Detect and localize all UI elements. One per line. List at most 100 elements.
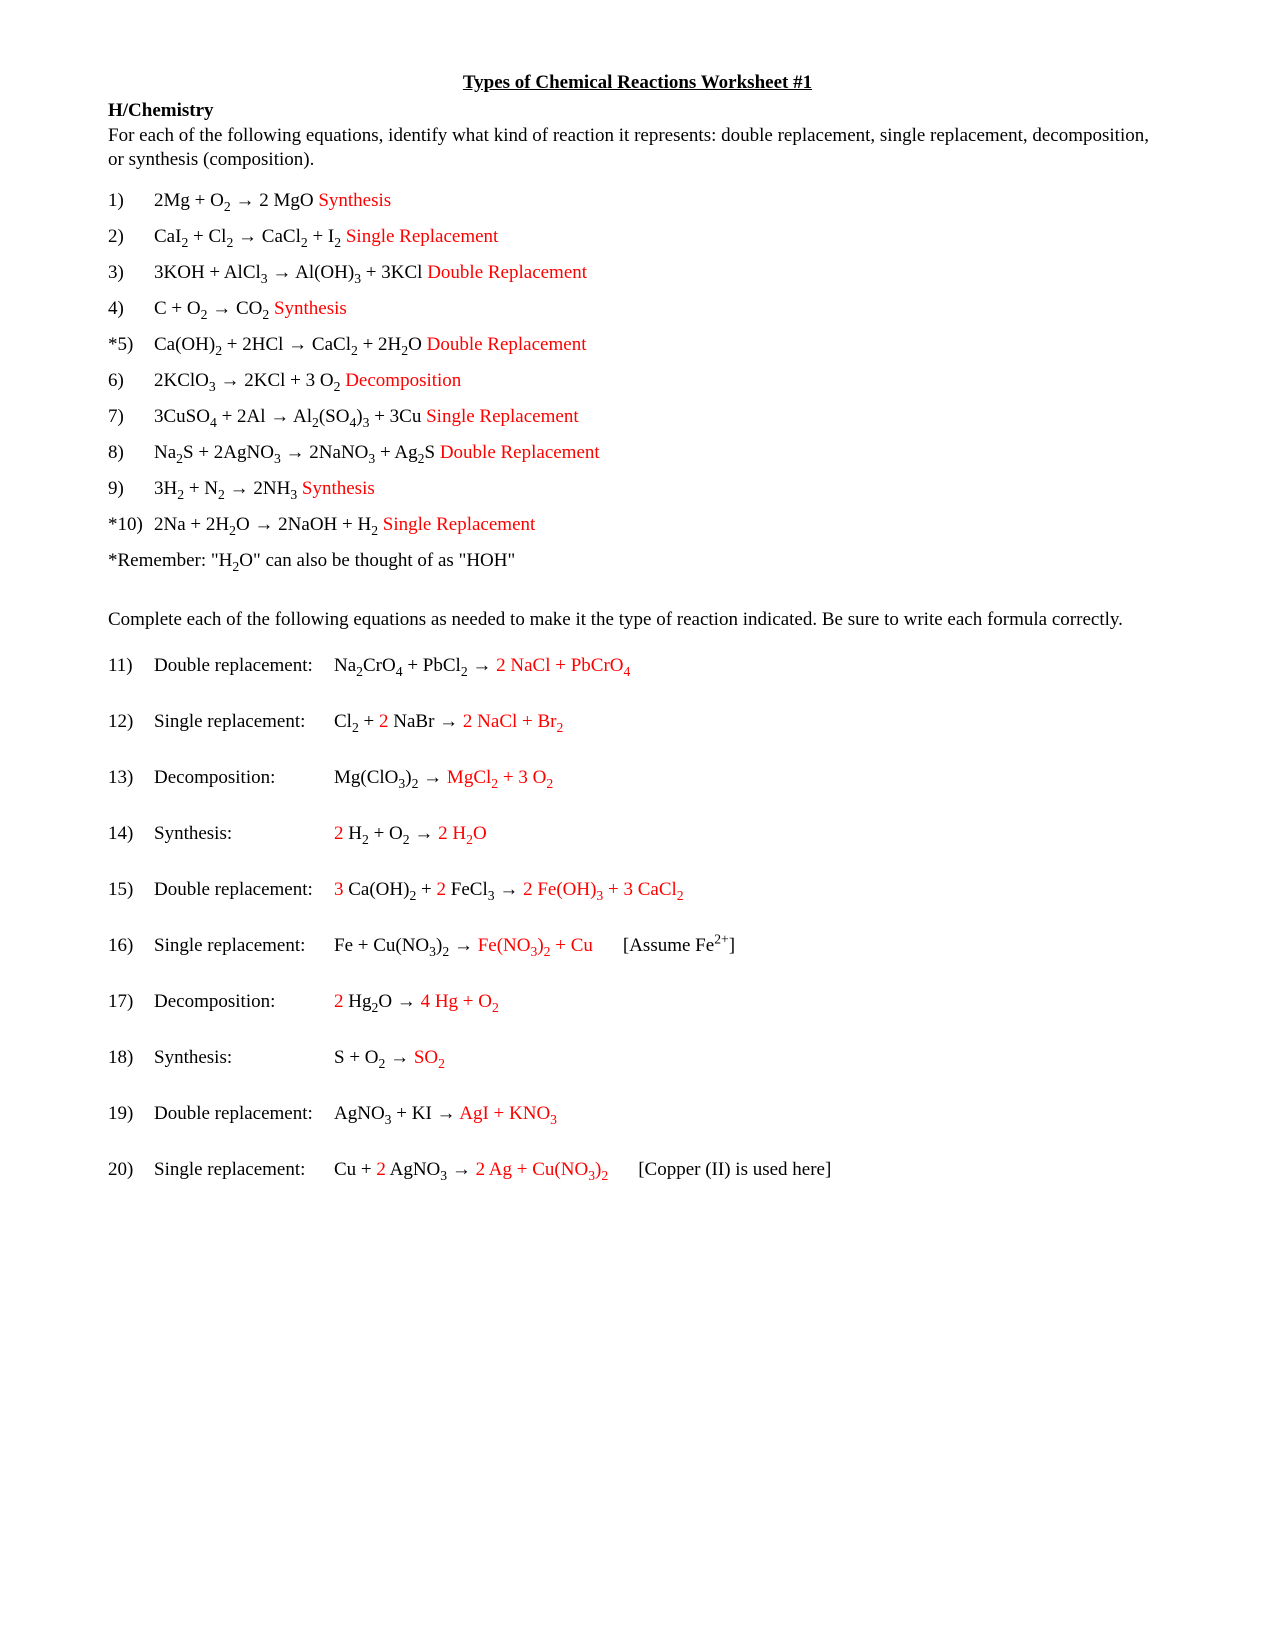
remember-note: *Remember: "H2O" can also be thought of … <box>108 550 1167 572</box>
completion-row: 20)Single replacement:Cu + 2 AgNO3 → 2 A… <box>108 1159 1167 1181</box>
answer-text: 4 Hg + O2 <box>421 991 499 1012</box>
answer-text: Synthesis <box>274 298 347 319</box>
question-row: 8)Na2S + 2AgNO3 → 2NaNO3 + Ag2S Double R… <box>108 442 1167 464</box>
question-row: 1)2Mg + O2 → 2 MgO Synthesis <box>108 190 1167 212</box>
answer-text: Double Replacement <box>427 334 587 355</box>
answer-text: Fe(NO3)2 + Cu <box>478 935 593 956</box>
answer-text: Synthesis <box>318 190 391 211</box>
page-title: Types of Chemical Reactions Worksheet #1 <box>108 72 1167 94</box>
question-equation: 3H2 + N2 → 2NH3 Synthesis <box>154 478 1167 500</box>
question-number: *5) <box>108 334 154 356</box>
question-row: *10)2Na + 2H2O → 2NaOH + H2 Single Repla… <box>108 514 1167 536</box>
completion-number: 18) <box>108 1047 154 1069</box>
answer-text: MgCl2 + 3 O2 <box>447 767 553 788</box>
completion-row: 12)Single replacement:Cl2 + 2 NaBr → 2 N… <box>108 711 1167 733</box>
intro2-text: Complete each of the following equations… <box>108 608 1167 632</box>
question-number: 4) <box>108 298 154 320</box>
reaction-type-label: Synthesis: <box>154 1047 334 1069</box>
answer-text: Single Replacement <box>383 514 535 535</box>
question-row: 7)3CuSO4 + 2Al → Al2(SO4)3 + 3Cu Single … <box>108 406 1167 428</box>
completion-row: 11)Double replacement:Na2CrO4 + PbCl2 → … <box>108 655 1167 677</box>
completion-equation: Fe + Cu(NO3)2 → Fe(NO3)2 + Cu[Assume Fe2… <box>334 935 1167 957</box>
completion-number: 15) <box>108 879 154 901</box>
completion-row: 17)Decomposition:2 Hg2O → 4 Hg + O2 <box>108 991 1167 1013</box>
reaction-type-label: Decomposition: <box>154 767 334 789</box>
completion-equation: 3 Ca(OH)2 + 2 FeCl3 → 2 Fe(OH)3 + 3 CaCl… <box>334 879 1167 901</box>
question-row: 2)CaI2 + Cl2 → CaCl2 + I2 Single Replace… <box>108 226 1167 248</box>
reaction-type-label: Double replacement: <box>154 1103 334 1125</box>
answer-text: 2 NaCl + Br2 <box>463 711 563 732</box>
completion-number: 17) <box>108 991 154 1013</box>
question-number: 7) <box>108 406 154 428</box>
answer-text: Double Replacement <box>440 442 600 463</box>
question-equation: 2Mg + O2 → 2 MgO Synthesis <box>154 190 1167 212</box>
part2-list: 11)Double replacement:Na2CrO4 + PbCl2 → … <box>108 655 1167 1181</box>
reaction-type-label: Single replacement: <box>154 935 334 957</box>
completion-number: 16) <box>108 935 154 957</box>
question-row: 4)C + O2 → CO2 Synthesis <box>108 298 1167 320</box>
answer-text: AgI + KNO3 <box>459 1103 557 1124</box>
question-row: 3)3KOH + AlCl3 → Al(OH)3 + 3KCl Double R… <box>108 262 1167 284</box>
completion-equation: Mg(ClO3)2 → MgCl2 + 3 O2 <box>334 767 1167 789</box>
question-row: 6)2KClO3 → 2KCl + 3 O2 Decomposition <box>108 370 1167 392</box>
completion-row: 15)Double replacement:3 Ca(OH)2 + 2 FeCl… <box>108 879 1167 901</box>
intro-text: For each of the following equations, ide… <box>108 124 1167 172</box>
answer-text: 2 Fe(OH)3 + 3 CaCl2 <box>523 879 684 900</box>
question-row: *5)Ca(OH)2 + 2HCl → CaCl2 + 2H2O Double … <box>108 334 1167 356</box>
reaction-type-label: Single replacement: <box>154 1159 334 1181</box>
answer-text: Single Replacement <box>346 226 498 247</box>
completion-number: 11) <box>108 655 154 677</box>
completion-equation: Cu + 2 AgNO3 → 2 Ag + Cu(NO3)2[Copper (I… <box>334 1159 1167 1181</box>
hint-text: [Assume Fe2+] <box>593 935 735 956</box>
completion-row: 19)Double replacement:AgNO3 + KI → AgI +… <box>108 1103 1167 1125</box>
answer-text: 2 H2O <box>438 823 487 844</box>
reaction-type-label: Double replacement: <box>154 879 334 901</box>
completion-number: 12) <box>108 711 154 733</box>
completion-equation: Cl2 + 2 NaBr → 2 NaCl + Br2 <box>334 711 1167 733</box>
hint-text: [Copper (II) is used here] <box>608 1159 831 1180</box>
completion-number: 14) <box>108 823 154 845</box>
question-number: 8) <box>108 442 154 464</box>
completion-number: 20) <box>108 1159 154 1181</box>
question-number: 3) <box>108 262 154 284</box>
answer-text: Decomposition <box>345 370 461 391</box>
answer-text: Single Replacement <box>426 406 578 427</box>
question-number: 1) <box>108 190 154 212</box>
question-equation: 2Na + 2H2O → 2NaOH + H2 Single Replaceme… <box>154 514 1167 536</box>
question-equation: 2KClO3 → 2KCl + 3 O2 Decomposition <box>154 370 1167 392</box>
answer-text: 2 NaCl + PbCrO4 <box>496 655 630 676</box>
completion-row: 18)Synthesis:S + O2 → SO2 <box>108 1047 1167 1069</box>
completion-equation: 2 H2 + O2 → 2 H2O <box>334 823 1167 845</box>
completion-equation: Na2CrO4 + PbCl2 → 2 NaCl + PbCrO4 <box>334 655 1167 677</box>
completion-equation: 2 Hg2O → 4 Hg + O2 <box>334 991 1167 1013</box>
completion-row: 14)Synthesis:2 H2 + O2 → 2 H2O <box>108 823 1167 845</box>
question-number: 9) <box>108 478 154 500</box>
question-row: 9)3H2 + N2 → 2NH3 Synthesis <box>108 478 1167 500</box>
completion-number: 19) <box>108 1103 154 1125</box>
completion-row: 13)Decomposition:Mg(ClO3)2 → MgCl2 + 3 O… <box>108 767 1167 789</box>
course-label: H/Chemistry <box>108 100 1167 122</box>
question-equation: CaI2 + Cl2 → CaCl2 + I2 Single Replaceme… <box>154 226 1167 248</box>
reaction-type-label: Decomposition: <box>154 991 334 1013</box>
answer-text: SO2 <box>414 1047 445 1068</box>
reaction-type-label: Synthesis: <box>154 823 334 845</box>
completion-row: 16)Single replacement:Fe + Cu(NO3)2 → Fe… <box>108 935 1167 957</box>
answer-text: 2 Ag + Cu(NO3)2 <box>476 1159 609 1180</box>
question-equation: Na2S + 2AgNO3 → 2NaNO3 + Ag2S Double Rep… <box>154 442 1167 464</box>
question-number: 6) <box>108 370 154 392</box>
question-number: *10) <box>108 514 154 536</box>
reaction-type-label: Single replacement: <box>154 711 334 733</box>
worksheet-page: Types of Chemical Reactions Worksheet #1… <box>0 0 1275 1650</box>
answer-text: Double Replacement <box>427 262 587 283</box>
completion-number: 13) <box>108 767 154 789</box>
part1-list: 1)2Mg + O2 → 2 MgO Synthesis2)CaI2 + Cl2… <box>108 190 1167 536</box>
question-equation: C + O2 → CO2 Synthesis <box>154 298 1167 320</box>
question-equation: 3KOH + AlCl3 → Al(OH)3 + 3KCl Double Rep… <box>154 262 1167 284</box>
question-number: 2) <box>108 226 154 248</box>
question-equation: Ca(OH)2 + 2HCl → CaCl2 + 2H2O Double Rep… <box>154 334 1167 356</box>
completion-equation: S + O2 → SO2 <box>334 1047 1167 1069</box>
reaction-type-label: Double replacement: <box>154 655 334 677</box>
question-equation: 3CuSO4 + 2Al → Al2(SO4)3 + 3Cu Single Re… <box>154 406 1167 428</box>
completion-equation: AgNO3 + KI → AgI + KNO3 <box>334 1103 1167 1125</box>
answer-text: Synthesis <box>302 478 375 499</box>
